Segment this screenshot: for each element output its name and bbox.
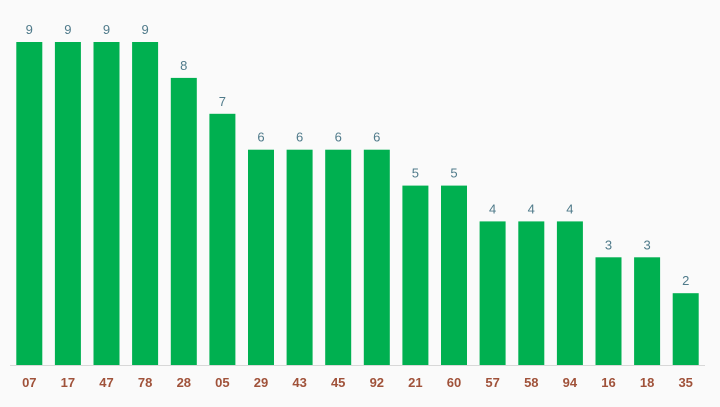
value-label-05: 7 (219, 94, 226, 109)
bar-35 (672, 293, 699, 365)
bars-layer (16, 42, 699, 366)
category-label-07: 07 (22, 375, 36, 390)
bar-05 (209, 113, 236, 365)
category-label-21: 21 (408, 375, 422, 390)
category-label-94: 94 (563, 375, 578, 390)
bar-92 (363, 149, 390, 365)
value-label-28: 8 (180, 58, 187, 73)
bar-16 (595, 257, 622, 365)
value-label-92: 6 (373, 130, 380, 145)
bar-29 (248, 149, 274, 365)
category-label-18: 18 (640, 375, 654, 390)
bar-17 (54, 42, 81, 365)
bar-58 (518, 221, 545, 365)
category-label-60: 60 (447, 375, 461, 390)
value-label-17: 9 (64, 22, 71, 37)
value-label-18: 3 (643, 237, 650, 252)
category-label-28: 28 (177, 375, 191, 390)
bar-28 (170, 77, 197, 366)
value-label-58: 4 (528, 201, 535, 216)
bar-45 (325, 149, 352, 365)
value-labels-layer: 9 9 9 9 8 7 6 6 6 6 5 5 4 4 4 3 3 2 (26, 22, 690, 288)
value-label-29: 6 (257, 130, 264, 145)
bar-78 (132, 42, 159, 365)
bar-47 (93, 42, 120, 365)
category-label-16: 16 (601, 375, 615, 390)
value-label-60: 5 (450, 166, 457, 181)
category-label-29: 29 (254, 375, 268, 390)
value-label-47: 9 (103, 22, 110, 37)
bar-43 (286, 149, 313, 365)
bar-07 (16, 42, 43, 365)
value-label-57: 4 (489, 201, 496, 216)
category-label-47: 47 (99, 375, 113, 390)
value-label-45: 6 (335, 130, 342, 145)
category-label-45: 45 (331, 375, 345, 390)
bar-94 (556, 221, 583, 365)
bar-18 (634, 257, 661, 365)
category-label-35: 35 (678, 375, 692, 390)
bar-21 (402, 185, 429, 365)
value-label-94: 4 (566, 201, 573, 216)
category-label-17: 17 (61, 375, 75, 390)
category-label-92: 92 (370, 375, 384, 390)
category-label-78: 78 (138, 375, 152, 390)
category-labels-layer: 07 17 47 78 28 05 29 43 45 92 21 60 57 58 94 16 18 35 (22, 375, 693, 390)
bar-57 (479, 221, 506, 365)
category-label-58: 58 (524, 375, 538, 390)
category-label-43: 43 (292, 375, 306, 390)
category-label-57: 57 (485, 375, 499, 390)
value-label-43: 6 (296, 130, 303, 145)
category-label-05: 05 (215, 375, 229, 390)
value-label-78: 9 (141, 22, 148, 37)
value-label-16: 3 (605, 237, 612, 252)
bar-60 (441, 185, 467, 365)
value-label-07: 9 (26, 22, 33, 37)
value-label-21: 5 (412, 166, 419, 181)
value-label-35: 2 (682, 273, 689, 288)
